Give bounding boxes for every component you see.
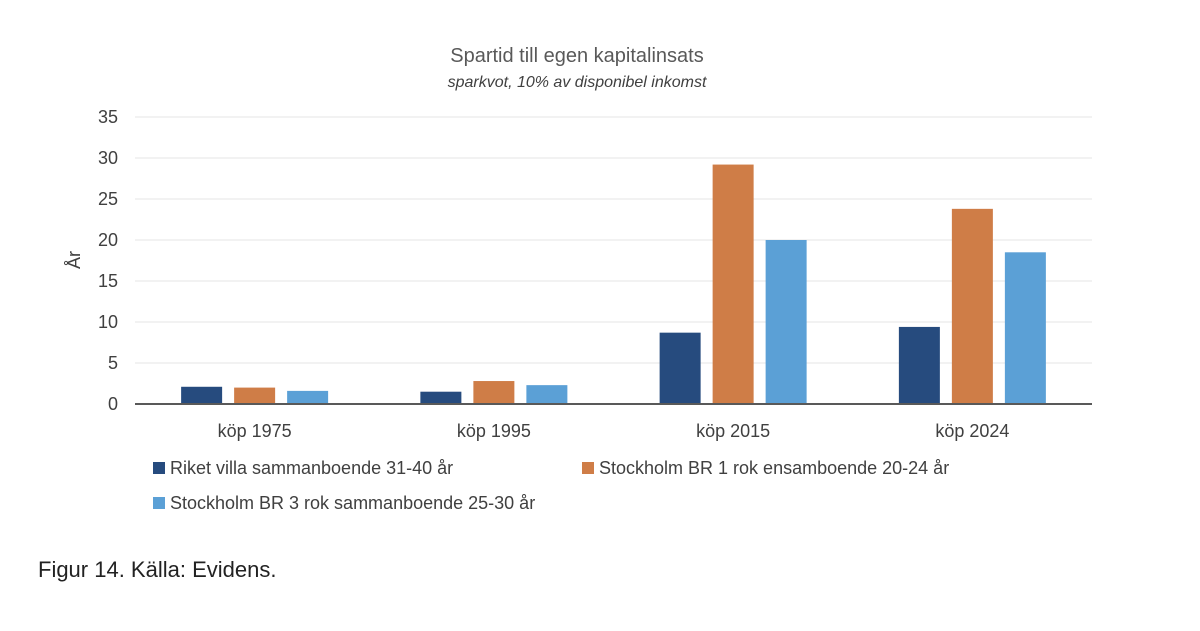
y-tick-label: 0 xyxy=(108,394,118,414)
legend-item: Stockholm BR 1 rok ensamboende 20-24 år xyxy=(582,458,949,478)
bars xyxy=(181,164,1046,404)
figure-caption: Figur 14. Källa: Evidens. xyxy=(38,557,277,582)
y-axis-ticks: 0 5 10 15 20 25 30 35 xyxy=(98,107,118,414)
x-category-label: köp 2024 xyxy=(935,421,1009,441)
x-category-label: köp 1995 xyxy=(457,421,531,441)
bar xyxy=(712,164,754,404)
chart-subtitle: sparkvot, 10% av disponibel inkomst xyxy=(448,74,707,91)
bar xyxy=(765,240,807,404)
y-tick-label: 15 xyxy=(98,271,118,291)
chart-title: Spartid till egen kapitalinsats xyxy=(450,45,703,67)
legend-item: Stockholm BR 3 rok sammanboende 25-30 år xyxy=(153,493,535,513)
bar xyxy=(898,326,940,404)
bar xyxy=(287,390,329,404)
bar xyxy=(526,385,568,404)
legend-swatch xyxy=(153,462,165,474)
legend-swatch xyxy=(582,462,594,474)
bar xyxy=(473,381,515,404)
bar xyxy=(951,208,993,404)
y-tick-label: 20 xyxy=(98,230,118,250)
x-category-label: köp 1975 xyxy=(218,421,292,441)
gridlines xyxy=(135,116,1092,364)
bar xyxy=(181,386,223,404)
y-tick-label: 25 xyxy=(98,189,118,209)
y-tick-label: 30 xyxy=(98,148,118,168)
legend: Riket villa sammanboende 31-40 år Stockho… xyxy=(153,458,949,513)
legend-item: Riket villa sammanboende 31-40 år xyxy=(153,458,453,478)
y-tick-label: 35 xyxy=(98,107,118,127)
legend-label: Stockholm BR 1 rok ensamboende 20-24 år xyxy=(599,458,949,478)
bar xyxy=(659,332,701,404)
y-tick-label: 5 xyxy=(108,353,118,373)
x-category-label: köp 2015 xyxy=(696,421,770,441)
legend-label: Stockholm BR 3 rok sammanboende 25-30 år xyxy=(170,493,535,513)
bar xyxy=(420,391,462,404)
legend-label: Riket villa sammanboende 31-40 år xyxy=(170,458,453,478)
x-axis-categories: köp 1975 köp 1995 köp 2015 köp 2024 xyxy=(218,421,1010,441)
bar xyxy=(1004,252,1046,404)
bar xyxy=(234,387,276,404)
y-tick-label: 10 xyxy=(98,312,118,332)
legend-swatch xyxy=(153,497,165,509)
y-axis-label: År xyxy=(64,251,84,269)
